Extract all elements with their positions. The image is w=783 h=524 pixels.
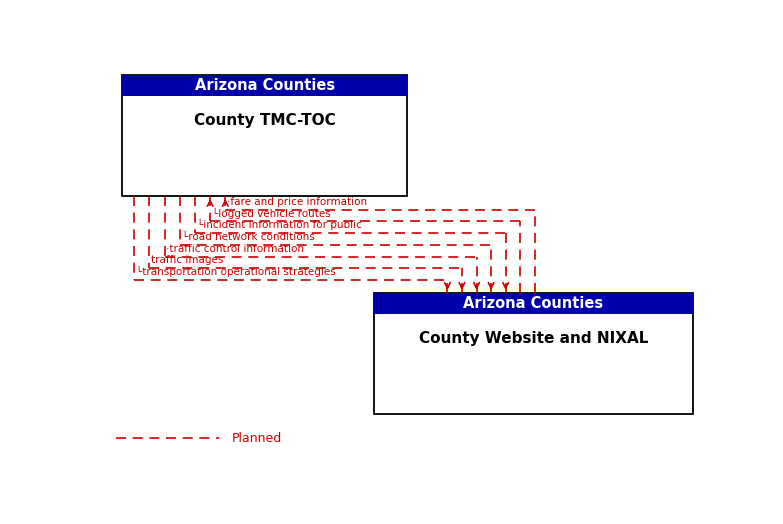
Text: └incident information for public: └incident information for public (197, 219, 362, 231)
Text: traffic images: traffic images (151, 255, 224, 266)
Bar (122, 75, 407, 196)
Text: County Website and NIXAL: County Website and NIXAL (419, 331, 648, 346)
Text: └logged vehicle routes: └logged vehicle routes (212, 208, 330, 219)
Text: County TMC-TOC: County TMC-TOC (194, 114, 336, 128)
Bar (374, 293, 693, 314)
Bar (374, 293, 693, 414)
Text: └road network conditions: └road network conditions (182, 232, 314, 242)
Text: Planned: Planned (232, 432, 282, 445)
Text: Arizona Counties: Arizona Counties (464, 296, 604, 311)
Bar (122, 75, 407, 96)
Text: Arizona Counties: Arizona Counties (195, 78, 335, 93)
Text: └transportation operational strategies: └transportation operational strategies (136, 266, 336, 277)
Text: ·fare and price information: ·fare and price information (227, 198, 367, 208)
Text: ·traffic control information: ·traffic control information (167, 244, 305, 254)
